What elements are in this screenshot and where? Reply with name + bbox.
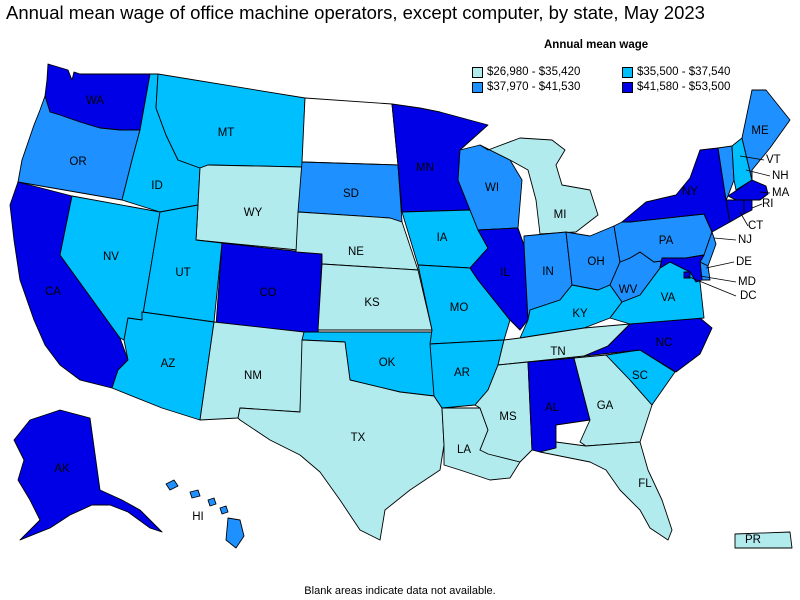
state-label-tx: TX — [351, 432, 366, 444]
legend-swatch-3 — [472, 81, 483, 93]
state-md[interactable] — [659, 254, 705, 283]
state-label-ut: UT — [175, 267, 190, 279]
state-label-dc: DC — [740, 290, 757, 302]
state-nd[interactable] — [301, 97, 399, 166]
state-mt[interactable] — [155, 73, 306, 169]
state-label-de: DE — [736, 256, 752, 268]
state-label-ak: AK — [54, 463, 70, 475]
state-label-wv: WV — [619, 284, 638, 296]
state-label-pr: PR — [745, 534, 761, 546]
state-label-co: CO — [259, 287, 276, 299]
state-label-wa: WA — [86, 95, 104, 107]
state-label-ri: RI — [762, 198, 774, 210]
state-mi[interactable] — [479, 137, 599, 235]
state-label-ca: CA — [45, 286, 61, 298]
state-label-va: VA — [661, 292, 676, 304]
state-label-la: LA — [457, 444, 471, 456]
legend-item-3: $37,970 - $41,530 — [472, 81, 580, 93]
state-label-ny: NY — [682, 186, 698, 198]
legend-label-4: $41,580 - $53,500 — [637, 81, 731, 93]
state-label-or: OR — [69, 156, 86, 168]
state-tx[interactable] — [237, 339, 445, 541]
legend-label-3: $37,970 - $41,530 — [487, 81, 581, 93]
state-me[interactable] — [741, 89, 791, 181]
state-label-mn: MN — [416, 162, 434, 174]
legend-item-4: $41,580 - $53,500 — [622, 81, 730, 93]
state-label-ky: KY — [572, 308, 588, 320]
state-label-oh: OH — [587, 256, 604, 268]
state-label-ct: CT — [748, 220, 763, 232]
state-label-mi: MI — [554, 209, 567, 221]
state-label-sd: SD — [343, 188, 359, 200]
state-label-tn: TN — [550, 346, 565, 358]
state-hi[interactable] — [165, 479, 245, 549]
legend-item-1: $26,980 - $35,420 — [472, 66, 580, 78]
state-labels: WA OR CA ID NV MT WY UT AZ CO NM SD NE KS OK TX MN IA MO AR… — [45, 95, 790, 546]
state-label-nm: NM — [244, 370, 262, 382]
state-label-wy: WY — [244, 207, 263, 219]
footnote: Blank areas indicate data not available. — [304, 585, 496, 597]
state-label-ok: OK — [379, 357, 396, 369]
state-label-hi: HI — [192, 511, 204, 523]
state-label-ar: AR — [454, 367, 470, 379]
legend-title: Annual mean wage — [544, 39, 649, 51]
state-label-ia: IA — [437, 232, 448, 244]
state-label-me: ME — [751, 125, 769, 137]
legend-item-2: $35,500 - $37,540 — [622, 66, 730, 78]
state-label-fl: FL — [638, 478, 652, 490]
state-label-mt: MT — [218, 127, 235, 139]
state-label-wi: WI — [485, 182, 499, 194]
state-label-mo: MO — [450, 302, 469, 314]
legend-swatch-2 — [622, 66, 633, 78]
legend-label-1: $26,980 - $35,420 — [487, 66, 581, 78]
state-label-nj: NJ — [738, 234, 752, 246]
state-fl[interactable] — [539, 441, 673, 541]
state-label-ks: KS — [364, 297, 380, 309]
state-label-vt: VT — [766, 154, 781, 166]
legend-swatch-1 — [472, 66, 483, 78]
legend-label-2: $35,500 - $37,540 — [637, 66, 731, 78]
map-title: Annual mean wage of office machine opera… — [6, 2, 705, 23]
state-label-ne: NE — [348, 246, 364, 258]
state-ma[interactable] — [727, 179, 769, 201]
state-pr[interactable] — [734, 531, 793, 549]
state-label-pa: PA — [659, 235, 674, 247]
state-label-nv: NV — [103, 251, 119, 263]
state-vt[interactable] — [717, 145, 735, 201]
state-ri[interactable] — [743, 199, 753, 215]
state-label-id: ID — [151, 180, 163, 192]
state-label-ga: GA — [597, 400, 614, 412]
state-label-nc: NC — [656, 337, 673, 349]
state-label-ms: MS — [499, 411, 517, 423]
state-label-il: IL — [500, 267, 510, 279]
state-label-ma: MA — [772, 187, 790, 199]
state-label-in: IN — [542, 266, 554, 278]
state-label-al: AL — [545, 402, 560, 414]
state-il[interactable] — [469, 227, 529, 331]
state-label-nh: NH — [772, 170, 789, 182]
legend-swatch-4 — [622, 81, 633, 93]
state-ak[interactable] — [13, 409, 163, 541]
state-label-az: AZ — [161, 358, 176, 370]
state-label-sc: SC — [632, 370, 648, 382]
state-label-md: MD — [738, 276, 756, 288]
